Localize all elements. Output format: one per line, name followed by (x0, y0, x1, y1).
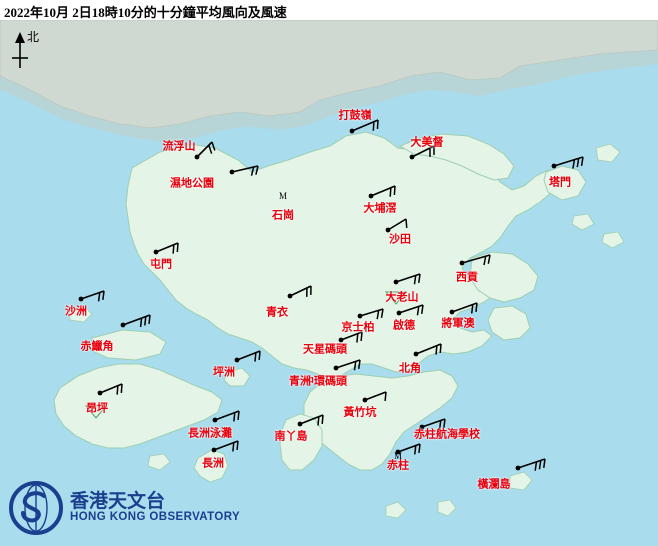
station-label-stanley[interactable]: 赤柱 (387, 459, 409, 472)
wind-barb-sea-school (419, 418, 446, 430)
station-label-tsing-yi[interactable]: 青衣 (266, 306, 288, 319)
station-label-north-point[interactable]: 北角 (399, 362, 421, 375)
wind-barb-tap-mun (551, 156, 584, 169)
north-arrow-icon (12, 32, 28, 68)
map-canvas[interactable]: 打鼓嶺流浮山濕地公園 大美督塔門石崗 大埔滘沙田屯門西貢沙洲赤鱲角 青衣 大老山京士柏 啟… (0, 20, 658, 546)
wind-barb-tates-cairn (349, 119, 379, 134)
wind-barb-ngong-ping (97, 383, 123, 396)
wind-barb-tai-mei-tuk (409, 145, 435, 160)
wind-barb-north-point (413, 343, 442, 357)
wind-barb-tseung-kwan-o (449, 302, 478, 315)
wind-barb-wong-chuk-hang (362, 391, 387, 403)
wind-barb-kai-tak (396, 304, 424, 316)
station-label-nam-sang-wai[interactable]: 南丫島 (274, 430, 308, 443)
station-label-tuen-mun[interactable]: 屯門 (150, 258, 172, 271)
mark-shek-kong-m: M (278, 191, 288, 201)
station-label-kings-park[interactable]: 京士柏 (341, 321, 375, 334)
station-label-ngong-ping[interactable]: 昂坪 (86, 402, 108, 415)
hko-logo-icon (9, 481, 63, 535)
wind-barb-star-ferry (338, 331, 363, 343)
station-label-central-pier[interactable]: 中環碼頭 (303, 375, 347, 388)
hko-name-en: HONG KONG OBSERVATORY (70, 511, 241, 523)
station-label-chek-lap-kok[interactable]: 赤鱲角 (80, 340, 114, 353)
station-label-cheung-chau[interactable]: 長洲 (202, 457, 224, 470)
wind-barb-sai-kung (459, 254, 491, 266)
station-label-wong-chuk-hang[interactable]: 黃竹坑 (343, 406, 377, 419)
wind-barb-tates-cairn-peak (393, 273, 421, 285)
station-label-kai-tak[interactable]: 啟德 (393, 319, 415, 332)
station-label-cheung-chau-beach[interactable]: 長洲泳灘 (188, 427, 232, 440)
station-label-star-ferry[interactable]: 天星碼頭 (303, 343, 347, 356)
wind-barb-sha-lo-wan (78, 290, 105, 302)
wind-barb-lau-fau-shan (194, 141, 216, 160)
wind-barb-stanley (395, 443, 421, 455)
wind-barb-tai-po-kau (368, 185, 396, 199)
station-label-waglan-island[interactable]: 橫瀾島 (477, 478, 511, 491)
station-label-sha-tin[interactable]: 沙田 (389, 233, 411, 246)
wind-barb-layer (78, 119, 584, 471)
hko-logo: 香港天文台 HONG KONG OBSERVATORY (8, 480, 268, 538)
wind-barb-kings-park (357, 308, 384, 320)
station-label-tai-po-kau[interactable]: 大埔滘 (363, 202, 397, 215)
station-label-sea-school[interactable]: 赤柱航海學校 (414, 428, 480, 441)
wind-barb-nam-sang-wai (297, 414, 324, 427)
station-label-peng-chau[interactable]: 坪洲 (213, 366, 235, 379)
wind-barb-tsing-yi (287, 285, 312, 299)
wind-barb-chek-lap-kok (120, 314, 151, 328)
station-label-tai-mei-tuk[interactable]: 大美督 (410, 136, 444, 149)
hko-name-cn: 香港天文台 (70, 491, 166, 512)
station-label-sha-lo-wan[interactable]: 沙洲 (65, 305, 87, 318)
station-label-tates-cairn[interactable]: 打鼓嶺 (338, 109, 372, 122)
wind-barb-wetland-park (229, 165, 259, 176)
station-label-tap-mun[interactable]: 塔門 (549, 176, 571, 189)
wind-barb-peng-chau (234, 350, 261, 363)
station-label-shek-kong[interactable]: 石崗 (272, 209, 294, 222)
mark-stanley-m: M (393, 451, 403, 461)
station-label-lau-fau-shan[interactable]: 流浮山 (162, 140, 196, 153)
page-title: 2022年10月 2日18時10分的十分鐘平均風向及風速 (4, 5, 287, 20)
station-label-tsing-chau[interactable]: 青洲 (289, 375, 311, 388)
wind-barb-waglan-island (515, 458, 546, 471)
map-geography (0, 20, 658, 546)
wind-barb-tuen-mun (153, 242, 179, 255)
station-label-tseung-kwan-o[interactable]: 將軍澳 (441, 317, 475, 330)
wind-barb-central-pier (333, 359, 361, 371)
station-label-sai-kung[interactable]: 西貢 (456, 271, 478, 284)
station-label-tates-cairn-peak[interactable]: 大老山 (385, 291, 419, 304)
north-arrow-label: 北 (27, 30, 40, 44)
north-arrow: 北 (8, 28, 42, 72)
wind-barb-sha-tin (385, 218, 408, 233)
wind-barb-cheung-chau (211, 440, 239, 453)
station-label-wetland-park[interactable]: 濕地公園 (170, 177, 214, 190)
wind-barb-cheung-chau-beach (212, 410, 240, 423)
